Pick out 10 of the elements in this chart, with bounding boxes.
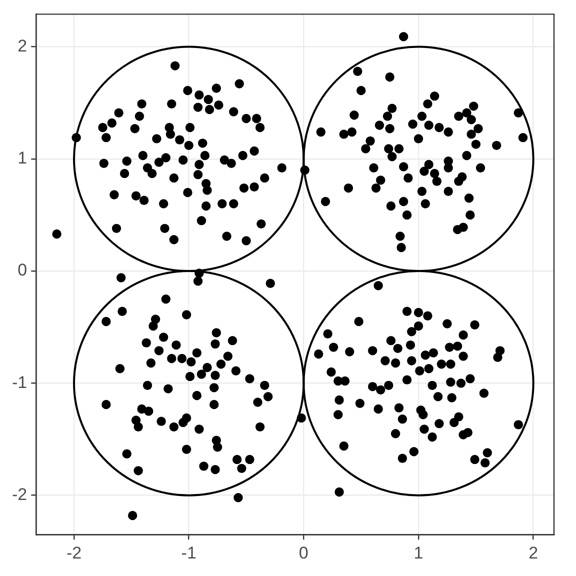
y-tick-label: -2 bbox=[12, 485, 28, 504]
y-tick-label: -1 bbox=[12, 372, 28, 392]
x-tick-label: 2 bbox=[528, 543, 538, 562]
x-tick-label: -2 bbox=[66, 543, 82, 562]
x-tick-label: -1 bbox=[181, 543, 196, 562]
x-tick-label: 1 bbox=[414, 543, 424, 562]
y-tick-label: 2 bbox=[18, 36, 28, 56]
y-tick-label: 1 bbox=[18, 148, 28, 168]
x-tick-label: 0 bbox=[298, 543, 308, 562]
y-tick-label: 0 bbox=[18, 260, 28, 280]
